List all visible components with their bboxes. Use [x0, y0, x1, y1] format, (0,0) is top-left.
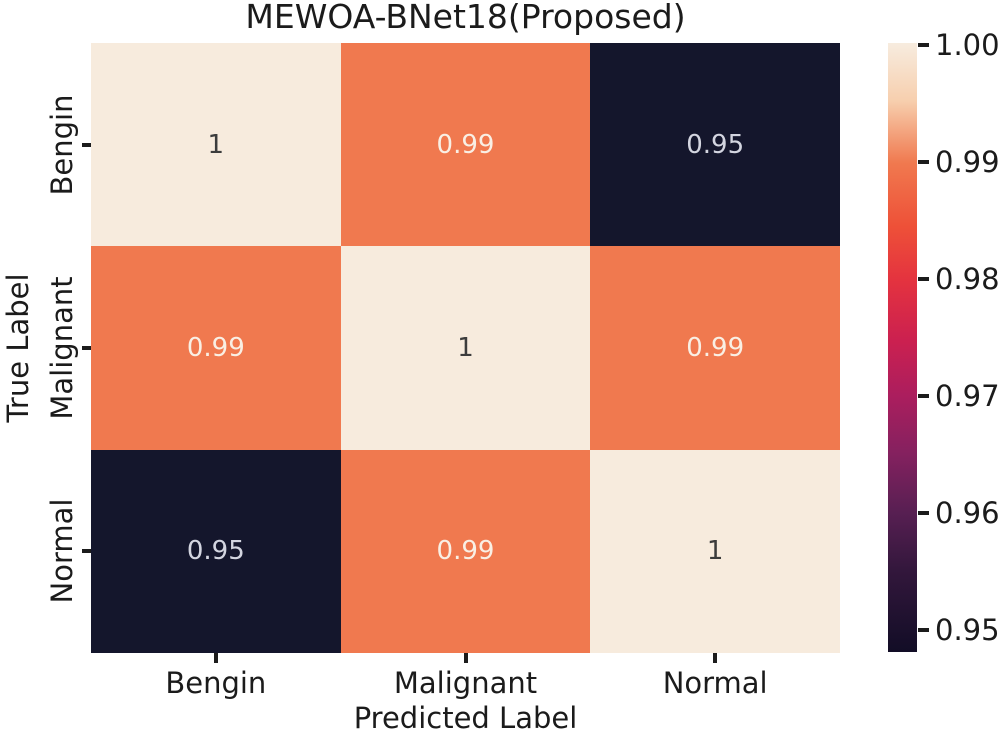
x-tick-mark [213, 653, 218, 663]
heatmap-cell-r2c2: 1 [590, 449, 840, 653]
cell-value: 0.95 [186, 536, 245, 567]
y-tick-mark [82, 549, 91, 554]
colorbar-tick-label: 0.97 [935, 379, 1000, 414]
colorbar-tick-label: 1.00 [935, 28, 1000, 63]
colorbar-tick-mark [918, 511, 929, 516]
colorbar-tick-label: 0.96 [935, 496, 1000, 531]
y-tick-label: Malignant [45, 276, 79, 420]
cell-value: 1 [207, 129, 225, 160]
cell-value: 0.95 [686, 129, 745, 160]
heatmap-cell-r2c0: 0.95 [91, 449, 341, 653]
cell-value: 1 [706, 536, 724, 567]
y-tick-mark [82, 142, 91, 147]
x-tick-label: Bengin [165, 666, 267, 700]
colorbar-tick-label: 0.99 [935, 145, 1000, 180]
x-tick-label: Normal [662, 666, 768, 700]
cell-value: 0.99 [686, 332, 745, 363]
heatmap: 1 0.99 0.95 0.99 1 0.99 0.95 0.99 1 [91, 43, 840, 653]
colorbar [888, 43, 917, 652]
heatmap-cell-r0c2: 0.95 [590, 43, 840, 247]
heatmap-cell-r0c0: 1 [91, 43, 341, 247]
x-axis-label: Predicted Label [353, 701, 578, 735]
colorbar-tick-mark [918, 160, 929, 165]
y-tick-label: Bengin [45, 94, 79, 196]
colorbar-tick-mark [918, 277, 929, 282]
cell-value: 0.99 [186, 332, 245, 363]
x-tick-mark [713, 653, 718, 663]
x-tick-label: Malignant [393, 666, 538, 700]
heatmap-cell-r1c0: 0.99 [91, 246, 341, 450]
y-tick-mark [82, 346, 91, 350]
heatmap-cell-r2c1: 0.99 [340, 449, 591, 653]
colorbar-tick-mark [918, 628, 929, 633]
chart-title: MEWOA-BNet18(Proposed) [245, 0, 686, 36]
colorbar-tick-mark [918, 43, 929, 48]
colorbar-tick-label: 0.98 [935, 262, 1000, 297]
heatmap-cell-r0c1: 0.99 [340, 43, 591, 247]
y-axis-label: True Label [1, 273, 35, 423]
y-tick-label: Normal [45, 498, 79, 604]
cell-value: 1 [457, 332, 474, 363]
cell-value: 0.99 [436, 536, 495, 567]
colorbar-tick-mark [918, 394, 929, 399]
heatmap-cell-r1c1: 1 [340, 246, 591, 450]
heatmap-cell-r1c2: 0.99 [590, 246, 840, 450]
x-tick-mark [463, 653, 468, 663]
colorbar-tick-label: 0.95 [935, 613, 1000, 648]
cell-value: 0.99 [436, 129, 495, 160]
